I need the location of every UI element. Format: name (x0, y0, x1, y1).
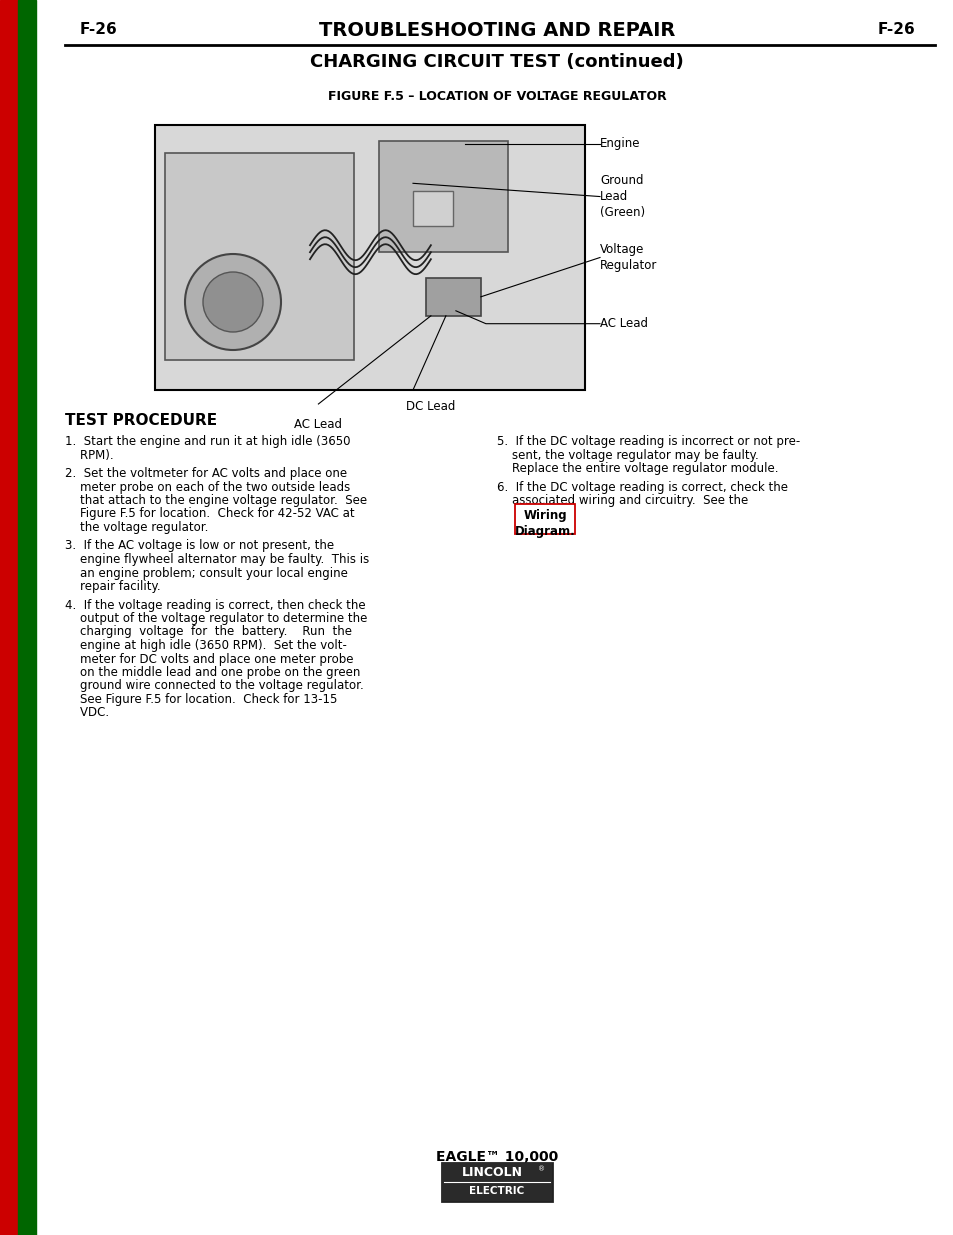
Text: EAGLE™ 10,000: EAGLE™ 10,000 (436, 1150, 558, 1165)
Bar (378, 141, 507, 252)
Text: TROUBLESHOOTING AND REPAIR: TROUBLESHOOTING AND REPAIR (318, 21, 675, 40)
Text: associated wiring and circuitry.  See the: associated wiring and circuitry. See the (497, 494, 747, 508)
Text: Wiring
Diagram.: Wiring Diagram. (514, 509, 575, 537)
Text: RPM).: RPM). (65, 448, 113, 462)
Text: engine flywheel alternator may be faulty.  This is: engine flywheel alternator may be faulty… (65, 553, 369, 566)
Text: 5.  If the DC voltage reading is incorrect or not pre-: 5. If the DC voltage reading is incorrec… (497, 435, 800, 448)
Text: Return to Master TOC: Return to Master TOC (23, 879, 31, 973)
Text: Return to Master TOC: Return to Master TOC (23, 571, 31, 664)
Text: 1.  Start the engine and run it at high idle (3650: 1. Start the engine and run it at high i… (65, 435, 350, 448)
Text: engine at high idle (3650 RPM).  Set the volt-: engine at high idle (3650 RPM). Set the … (65, 638, 347, 652)
Bar (441, 1163, 552, 1182)
Text: FIGURE F.5 – LOCATION OF VOLTAGE REGULATOR: FIGURE F.5 – LOCATION OF VOLTAGE REGULAT… (327, 90, 666, 104)
Text: output of the voltage regulator to determine the: output of the voltage regulator to deter… (65, 613, 367, 625)
Text: 2.  Set the voltmeter for AC volts and place one: 2. Set the voltmeter for AC volts and pl… (65, 467, 347, 480)
Bar (0, 0, 18, 1235)
Text: ground wire connected to the voltage regulator.: ground wire connected to the voltage reg… (65, 679, 363, 693)
Circle shape (185, 254, 281, 350)
Text: CHARGING CIRCUIT TEST (continued): CHARGING CIRCUIT TEST (continued) (310, 53, 683, 70)
Text: LINCOLN: LINCOLN (461, 1166, 522, 1179)
Text: DC Lead: DC Lead (406, 400, 456, 412)
Text: See Figure F.5 for location.  Check for 13-15: See Figure F.5 for location. Check for 1… (65, 693, 337, 706)
Text: Return to Section TOC: Return to Section TOC (5, 261, 13, 357)
Bar (413, 190, 453, 226)
Bar (18, 0, 36, 1235)
Text: Voltage
Regulator: Voltage Regulator (599, 243, 657, 272)
Text: TEST PROCEDURE: TEST PROCEDURE (65, 412, 217, 429)
Bar (441, 1163, 552, 1200)
Text: Engine: Engine (599, 137, 639, 149)
Text: the voltage regulator.: the voltage regulator. (65, 521, 208, 534)
Text: an engine problem; consult your local engine: an engine problem; consult your local en… (65, 567, 348, 579)
Text: Return to Section TOC: Return to Section TOC (5, 878, 13, 974)
Text: Return to Section TOC: Return to Section TOC (5, 1110, 13, 1205)
Text: AC Lead: AC Lead (599, 317, 647, 330)
Text: Figure F.5 for location.  Check for 42-52 VAC at: Figure F.5 for location. Check for 42-52… (65, 508, 355, 520)
Text: Return to Master TOC: Return to Master TOC (23, 262, 31, 356)
Text: AC Lead: AC Lead (294, 417, 342, 431)
Bar (154, 125, 584, 390)
Text: Ground
Lead
(Green): Ground Lead (Green) (599, 174, 644, 219)
Text: 4.  If the voltage reading is correct, then check the: 4. If the voltage reading is correct, th… (65, 599, 365, 611)
Text: 3.  If the AC voltage is low or not present, the: 3. If the AC voltage is low or not prese… (65, 540, 334, 552)
Bar (441, 1182, 552, 1200)
Text: Return to Master TOC: Return to Master TOC (23, 1110, 31, 1205)
Text: that attach to the engine voltage regulator.  See: that attach to the engine voltage regula… (65, 494, 367, 508)
Circle shape (203, 272, 263, 332)
Text: on the middle lead and one probe on the green: on the middle lead and one probe on the … (65, 666, 360, 679)
Text: meter for DC volts and place one meter probe: meter for DC volts and place one meter p… (65, 652, 354, 666)
Text: Replace the entire voltage regulator module.: Replace the entire voltage regulator mod… (497, 462, 778, 475)
Bar (165, 153, 354, 359)
Text: VDC.: VDC. (65, 706, 109, 720)
Text: Return to Section TOC: Return to Section TOC (5, 569, 13, 666)
Text: repair facility.: repair facility. (65, 580, 160, 593)
Text: meter probe on each of the two outside leads: meter probe on each of the two outside l… (65, 480, 350, 494)
Text: sent, the voltage regulator may be faulty.: sent, the voltage regulator may be fault… (497, 448, 758, 462)
Text: 6.  If the DC voltage reading is correct, check the: 6. If the DC voltage reading is correct,… (497, 480, 787, 494)
Text: F-26: F-26 (80, 22, 117, 37)
Text: charging  voltage  for  the  battery.    Run  the: charging voltage for the battery. Run th… (65, 625, 352, 638)
Bar (425, 278, 480, 316)
Text: F-26: F-26 (877, 22, 914, 37)
Text: ELECTRIC: ELECTRIC (469, 1187, 524, 1197)
Text: ®: ® (537, 1167, 545, 1172)
Bar (515, 504, 575, 534)
